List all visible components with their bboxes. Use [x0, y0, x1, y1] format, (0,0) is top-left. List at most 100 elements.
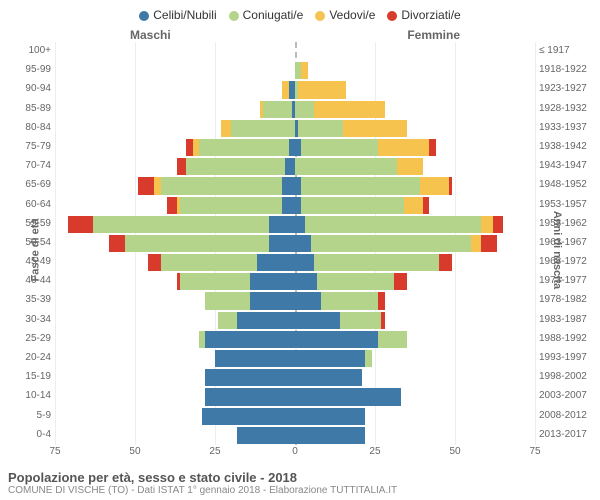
male-bar	[55, 369, 295, 386]
female-bar	[295, 62, 535, 79]
male-bar	[55, 273, 295, 290]
birth-label: 1963-1967	[539, 234, 587, 252]
age-label: 40-44	[25, 272, 51, 290]
x-tick: 25	[209, 446, 220, 457]
bar-segment	[381, 312, 384, 329]
male-bar	[55, 177, 295, 194]
bar-segment	[397, 158, 423, 175]
male-bar	[55, 43, 295, 60]
birth-label: 1958-1962	[539, 215, 587, 233]
birth-label: 1993-1997	[539, 349, 587, 367]
population-pyramid-chart: Celibi/NubiliConiugati/eVedovi/eDivorzia…	[0, 0, 600, 500]
age-label: 70-74	[25, 157, 51, 175]
male-bar	[55, 292, 295, 309]
bar-segment	[161, 254, 257, 271]
birth-label: 1943-1947	[539, 157, 587, 175]
female-bar	[295, 273, 535, 290]
bar-segment	[423, 197, 429, 214]
bar-segment	[180, 197, 282, 214]
bar-segment	[263, 101, 292, 118]
bar-segment	[295, 101, 314, 118]
bar-segment	[378, 331, 407, 348]
age-row: 90-941923-1927	[55, 80, 535, 99]
bar-segment	[180, 273, 250, 290]
female-bar	[295, 43, 535, 60]
age-label: 5-9	[37, 407, 51, 425]
male-bar	[55, 62, 295, 79]
bar-segment	[93, 216, 269, 233]
age-row: 5-92008-2012	[55, 407, 535, 426]
age-row: 35-391978-1982	[55, 291, 535, 310]
bar-segment	[295, 235, 311, 252]
female-bar	[295, 216, 535, 233]
bar-segment	[285, 158, 295, 175]
male-bar	[55, 158, 295, 175]
bar-segment	[340, 312, 382, 329]
bar-segment	[257, 254, 295, 271]
male-bar	[55, 120, 295, 137]
bar-segment	[295, 254, 314, 271]
bar-segment	[177, 158, 187, 175]
bar-segment	[295, 273, 317, 290]
bar-segment	[202, 408, 295, 425]
bar-segment	[186, 158, 285, 175]
bar-segment	[295, 388, 401, 405]
bar-segment	[343, 120, 407, 137]
age-label: 25-29	[25, 330, 51, 348]
male-bar	[55, 427, 295, 444]
chart-footer: Popolazione per età, sesso e stato civil…	[8, 470, 592, 496]
birth-label: 1948-1952	[539, 176, 587, 194]
birth-label: 1978-1982	[539, 291, 587, 309]
bar-segment	[205, 388, 295, 405]
bar-segment	[218, 312, 237, 329]
age-row: 60-641953-1957	[55, 196, 535, 215]
x-axis: 7550250255075	[55, 446, 535, 460]
female-side-label: Femmine	[407, 28, 460, 42]
birth-label: 1998-2002	[539, 368, 587, 386]
bar-segment	[221, 120, 231, 137]
age-label: 20-24	[25, 349, 51, 367]
age-label: 95-99	[25, 61, 51, 79]
bar-segment	[237, 427, 295, 444]
age-label: 85-89	[25, 100, 51, 118]
male-bar	[55, 254, 295, 271]
age-row: 0-42013-2017	[55, 426, 535, 445]
birth-label: 1953-1957	[539, 196, 587, 214]
bar-segment	[295, 408, 365, 425]
female-bar	[295, 81, 535, 98]
bar-segment	[365, 350, 371, 367]
bar-segment	[449, 177, 452, 194]
birth-label: 1983-1987	[539, 311, 587, 329]
bar-segment	[109, 235, 125, 252]
male-bar	[55, 350, 295, 367]
male-bar	[55, 139, 295, 156]
x-tick: 75	[49, 446, 60, 457]
age-row: 50-541963-1967	[55, 234, 535, 253]
age-label: 100+	[28, 42, 51, 60]
bar-segment	[161, 177, 283, 194]
bar-segment	[493, 216, 503, 233]
bar-segment	[148, 254, 161, 271]
bar-segment	[295, 312, 340, 329]
bar-segment	[205, 292, 250, 309]
bar-segment	[301, 139, 378, 156]
age-row: 45-491968-1972	[55, 253, 535, 272]
bar-segment	[471, 235, 481, 252]
x-tick: 0	[292, 446, 298, 457]
bar-segment	[295, 427, 365, 444]
age-row: 40-441973-1977	[55, 272, 535, 291]
male-bar	[55, 312, 295, 329]
legend-item: Divorziati/e	[387, 8, 460, 22]
bar-segment	[301, 62, 307, 79]
bar-segment	[269, 235, 295, 252]
age-label: 30-34	[25, 311, 51, 329]
female-bar	[295, 427, 535, 444]
bar-segment	[429, 139, 435, 156]
female-bar	[295, 254, 535, 271]
female-bar	[295, 235, 535, 252]
age-row: 70-741943-1947	[55, 157, 535, 176]
female-bar	[295, 139, 535, 156]
bar-segment	[231, 120, 295, 137]
bar-segment	[295, 158, 397, 175]
birth-label: ≤ 1917	[539, 42, 570, 60]
